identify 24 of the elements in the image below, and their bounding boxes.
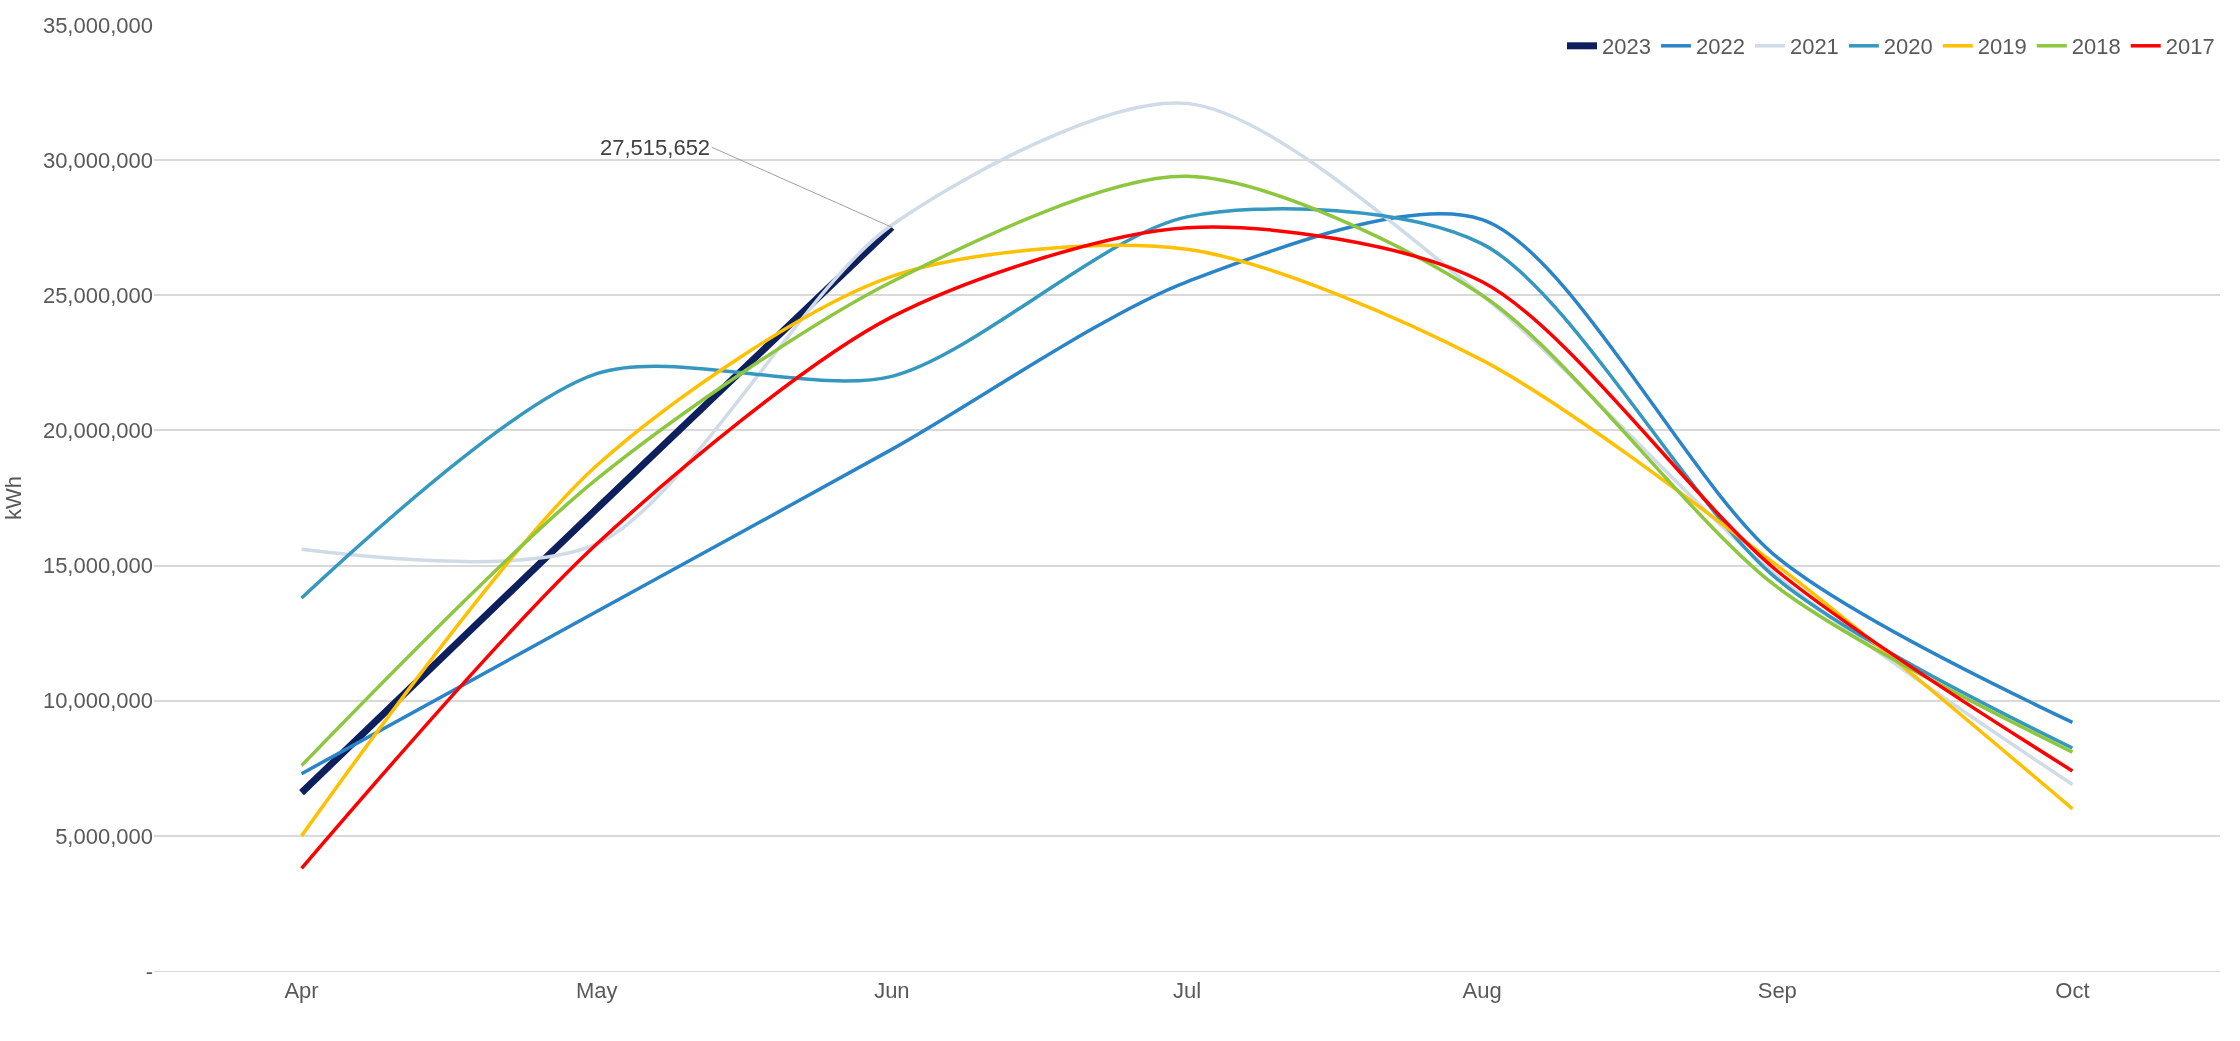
x-tick-label: Jul <box>1172 978 1202 1004</box>
x-tick-label: Oct <box>2055 978 2090 1004</box>
y-tick-label: 10,000,000 <box>42 688 153 714</box>
x-tick-label: Aug <box>1462 978 1502 1004</box>
x-tick-label: Apr <box>284 978 319 1004</box>
y-tick-label: 35,000,000 <box>42 12 153 38</box>
legend-label: 2017 <box>2165 34 2215 60</box>
legend-label: 2019 <box>1977 34 2027 60</box>
y-tick-label: 25,000,000 <box>42 282 153 308</box>
x-tick-label: May <box>575 978 618 1004</box>
legend-label: 2021 <box>1789 34 1839 60</box>
y-tick-label: 15,000,000 <box>42 553 153 579</box>
legend-label: 2022 <box>1695 34 1745 60</box>
y-axis-title: kWh <box>0 476 26 520</box>
legend-label: 2018 <box>2071 34 2121 60</box>
y-tick-label: 5,000,000 <box>55 823 153 849</box>
x-tick-label: Sep <box>1757 978 1797 1004</box>
x-tick-label: Jun <box>874 978 910 1004</box>
legend-label: 2020 <box>1883 34 1933 60</box>
y-tick-label: 20,000,000 <box>42 418 153 444</box>
legend-label: 2023 <box>1602 34 1651 60</box>
y-tick-label: - <box>145 958 153 984</box>
annotation: 27,515,652 <box>600 135 711 160</box>
y-tick-label: 30,000,000 <box>42 147 153 173</box>
